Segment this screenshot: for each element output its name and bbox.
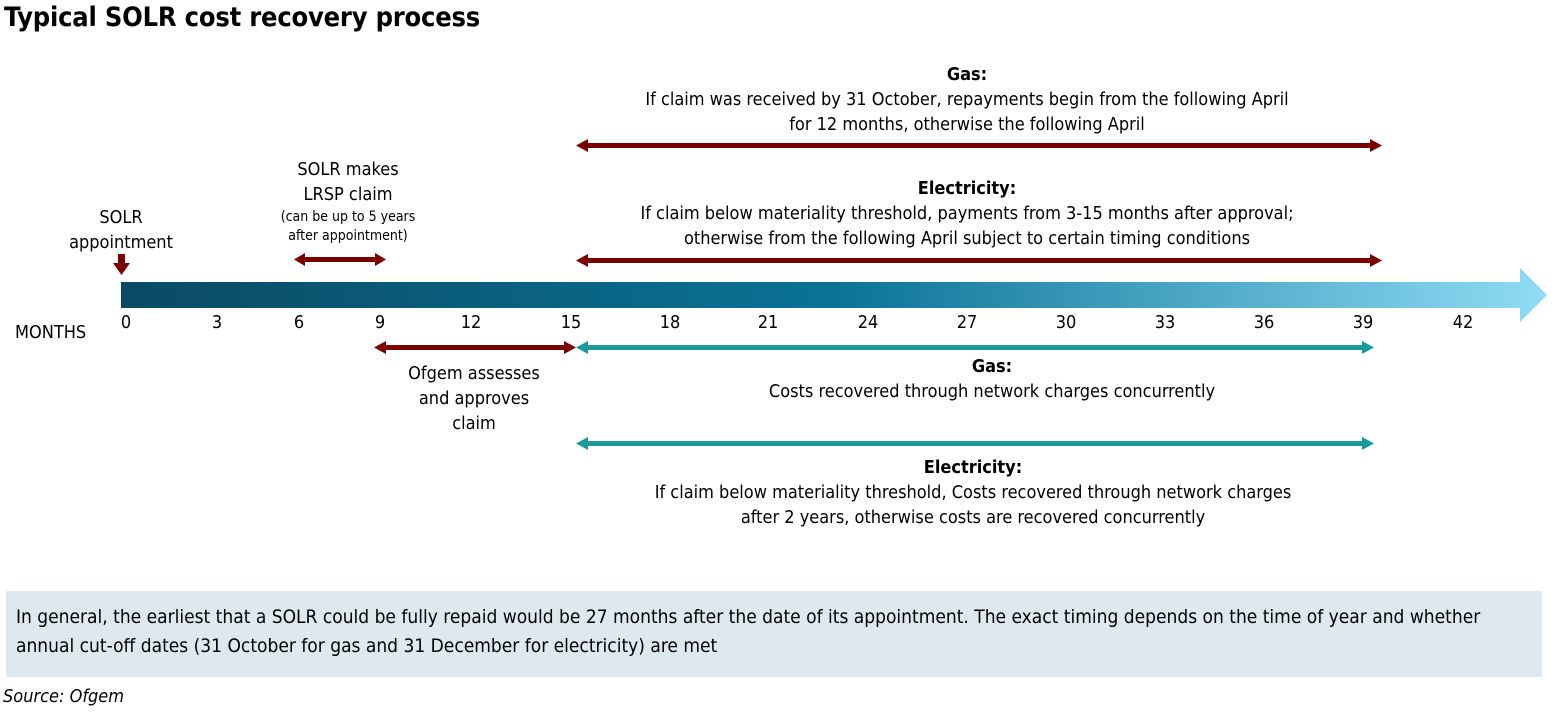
timeline-arrow xyxy=(121,268,1547,322)
appointment-label: SOLR appointment xyxy=(69,207,173,253)
ofgem-label: Ofgem assesses and approves claim xyxy=(408,363,540,434)
gas-repayment-arrow xyxy=(576,139,1382,152)
tick-label: 39 xyxy=(1352,312,1374,333)
tick-label: 27 xyxy=(956,312,978,333)
source-note: Source: Ofgem xyxy=(3,686,125,707)
tick-label: 42 xyxy=(1452,312,1474,333)
tick-label: 36 xyxy=(1253,312,1275,333)
tick-label: 15 xyxy=(560,312,582,333)
electricity-recovery-text: Electricity: If claim below materiality … xyxy=(654,457,1292,528)
claim-label: SOLR makes LRSP claim xyxy=(297,159,399,205)
electricity-recovery-arrow xyxy=(576,437,1374,450)
tick-label: 24 xyxy=(857,312,879,333)
electricity-repayment-arrow xyxy=(576,254,1382,267)
tick-label: 18 xyxy=(659,312,681,333)
claim-note: (can be up to 5 years after appointment) xyxy=(280,209,416,244)
tick-label: 3 xyxy=(211,312,223,333)
axis-label: MONTHS xyxy=(15,322,87,343)
electricity-repayment-text: Electricity: If claim below materiality … xyxy=(640,178,1294,249)
gas-recovery-text: Gas: Costs recovered through network cha… xyxy=(768,356,1216,402)
diagram-title: Typical SOLR cost recovery process xyxy=(4,2,481,33)
tick-label: 33 xyxy=(1154,312,1176,333)
ofgem-assessment-arrow xyxy=(374,341,576,354)
summary-note: In general, the earliest that a SOLR cou… xyxy=(6,591,1542,677)
gas-repayment-text: Gas: If claim was received by 31 October… xyxy=(645,64,1289,135)
tick-label: 0 xyxy=(120,312,132,333)
appointment-marker xyxy=(113,254,130,275)
tick-label: 9 xyxy=(374,312,386,333)
tick-label: 12 xyxy=(460,312,482,333)
tick-label: 21 xyxy=(757,312,779,333)
summary-note-text: In general, the earliest that a SOLR cou… xyxy=(16,606,1481,657)
tick-label: 30 xyxy=(1055,312,1077,333)
tick-label: 6 xyxy=(293,312,305,333)
claim-period-arrow xyxy=(294,253,386,266)
gas-recovery-arrow xyxy=(576,341,1374,354)
